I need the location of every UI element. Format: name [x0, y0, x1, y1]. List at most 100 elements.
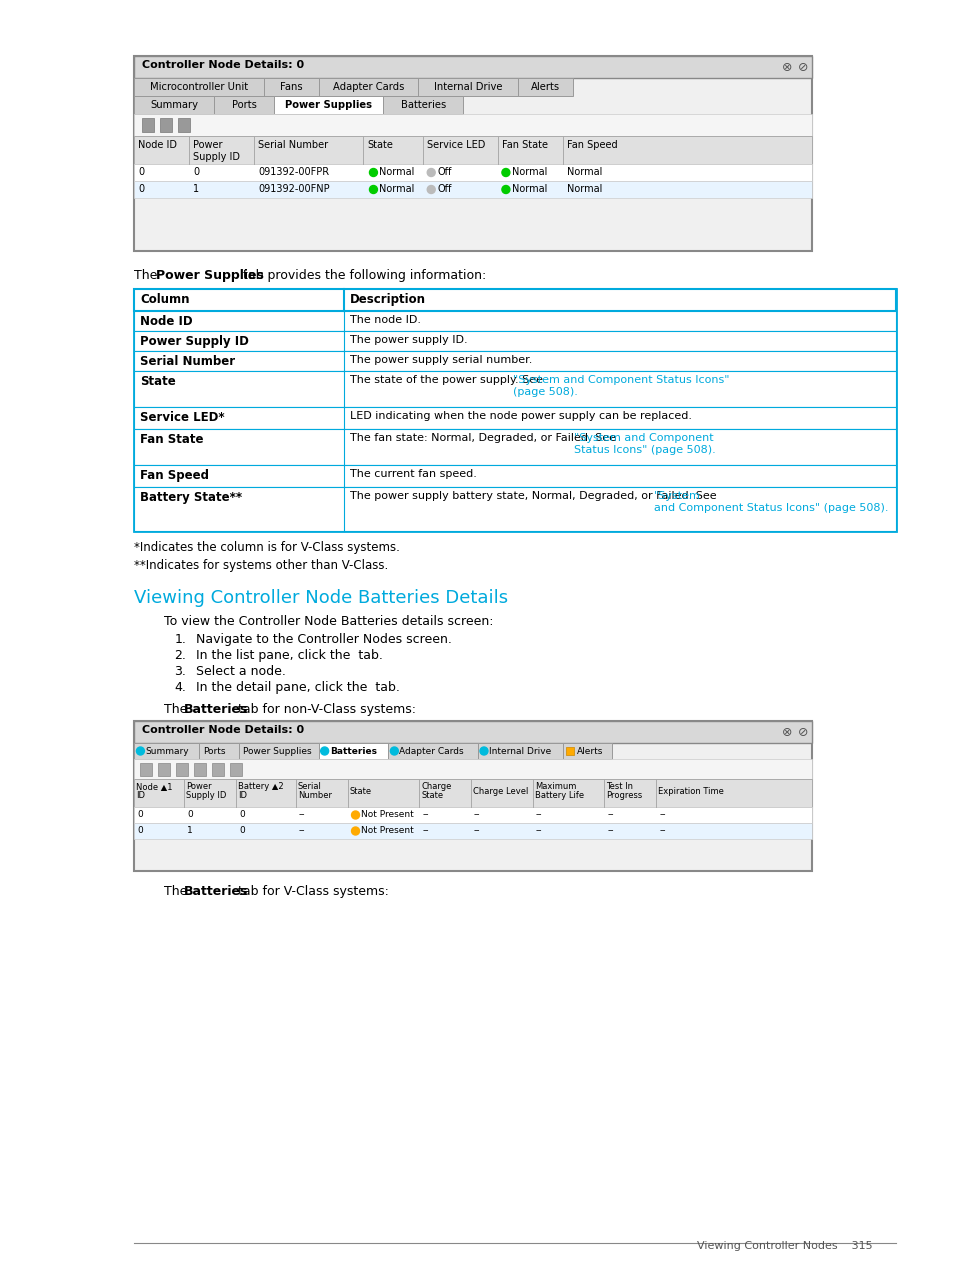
- Text: State: State: [349, 787, 372, 796]
- Text: The power supply serial number.: The power supply serial number.: [349, 355, 532, 365]
- Bar: [562, 744, 612, 759]
- Text: 1: 1: [187, 826, 193, 835]
- Bar: [134, 807, 811, 824]
- Text: Number: Number: [297, 791, 332, 799]
- Text: Fan Speed: Fan Speed: [566, 140, 617, 150]
- Text: The: The: [164, 703, 192, 716]
- Text: Select a node.: Select a node.: [196, 665, 286, 677]
- Bar: [134, 371, 896, 407]
- Text: Batteries: Batteries: [330, 747, 376, 756]
- Text: tab for V-Class systems:: tab for V-Class systems:: [233, 885, 389, 899]
- Text: Summary: Summary: [151, 100, 198, 111]
- Bar: [134, 465, 896, 487]
- Text: --: --: [474, 810, 480, 819]
- Bar: [134, 759, 811, 779]
- Text: Column: Column: [140, 294, 190, 306]
- Bar: [140, 763, 152, 777]
- Bar: [383, 97, 462, 114]
- Text: The: The: [164, 885, 192, 899]
- Text: ⊘: ⊘: [797, 726, 807, 738]
- Bar: [199, 744, 239, 759]
- Circle shape: [427, 169, 435, 177]
- Text: In the detail pane, click the  tab.: In the detail pane, click the tab.: [196, 681, 399, 694]
- Text: Viewing Controller Node Batteries Details: Viewing Controller Node Batteries Detail…: [134, 588, 508, 608]
- Text: LED indicating when the node power supply can be replaced.: LED indicating when the node power suppl…: [349, 411, 691, 421]
- Text: Fans: Fans: [279, 83, 302, 92]
- Circle shape: [136, 747, 144, 755]
- Circle shape: [351, 811, 359, 819]
- Text: 0: 0: [239, 826, 245, 835]
- Circle shape: [351, 827, 359, 835]
- Text: Serial Number: Serial Number: [140, 355, 235, 369]
- Text: --: --: [422, 810, 428, 819]
- Bar: [134, 487, 896, 531]
- Text: Batteries: Batteries: [184, 885, 249, 899]
- Text: --: --: [298, 826, 305, 835]
- Circle shape: [427, 186, 435, 193]
- Bar: [134, 721, 811, 744]
- Text: 0: 0: [193, 167, 199, 177]
- Text: 1.: 1.: [174, 633, 186, 646]
- Text: ⊗: ⊗: [781, 61, 791, 74]
- Text: --: --: [607, 826, 614, 835]
- Text: Off: Off: [436, 184, 451, 194]
- Circle shape: [369, 186, 377, 193]
- Text: The: The: [134, 269, 162, 282]
- Text: Serial Number: Serial Number: [257, 140, 328, 150]
- Text: Normal: Normal: [379, 167, 415, 177]
- Text: Node ▲1: Node ▲1: [136, 782, 172, 791]
- Text: Ports: Ports: [232, 100, 256, 111]
- Text: Power: Power: [186, 782, 212, 791]
- Bar: [134, 114, 811, 136]
- Circle shape: [390, 747, 398, 755]
- Text: The state of the power supply. See: The state of the power supply. See: [349, 375, 545, 385]
- Text: Node ID: Node ID: [140, 315, 193, 328]
- Text: 0: 0: [138, 167, 145, 177]
- Text: 0: 0: [137, 826, 143, 835]
- Text: --: --: [422, 826, 428, 835]
- Text: Alerts: Alerts: [576, 747, 602, 756]
- Bar: [134, 407, 896, 430]
- Bar: [134, 351, 896, 371]
- Text: --: --: [607, 810, 614, 819]
- Bar: [517, 78, 572, 97]
- Text: Ports: Ports: [203, 747, 226, 756]
- Text: *Indicates the column is for V-Class systems.: *Indicates the column is for V-Class sys…: [134, 541, 400, 554]
- Text: Alerts: Alerts: [530, 83, 559, 92]
- Text: To view the Controller Node Batteries details screen:: To view the Controller Node Batteries de…: [164, 615, 494, 628]
- Bar: [264, 78, 318, 97]
- Bar: [134, 289, 896, 531]
- Text: Batteries: Batteries: [400, 100, 445, 111]
- Text: Node ID: Node ID: [138, 140, 177, 150]
- Text: Power Supplies: Power Supplies: [243, 747, 312, 756]
- Text: 0: 0: [187, 810, 193, 819]
- Text: Power Supplies: Power Supplies: [285, 100, 372, 111]
- Text: Navigate to the Controller Nodes screen.: Navigate to the Controller Nodes screen.: [196, 633, 452, 646]
- Text: ID: ID: [136, 791, 145, 799]
- Text: Controller Node Details: 0: Controller Node Details: 0: [142, 60, 304, 70]
- Bar: [134, 136, 811, 164]
- Circle shape: [501, 169, 509, 177]
- Text: **Indicates for systems other than V-Class.: **Indicates for systems other than V-Cla…: [134, 559, 388, 572]
- Text: Normal: Normal: [566, 167, 601, 177]
- Bar: [134, 779, 811, 807]
- Text: Viewing Controller Nodes    315: Viewing Controller Nodes 315: [697, 1240, 872, 1251]
- Text: Microcontroller Unit: Microcontroller Unit: [150, 83, 248, 92]
- Bar: [213, 97, 274, 114]
- Text: Fan State: Fan State: [501, 140, 547, 150]
- Text: tab provides the following information:: tab provides the following information:: [239, 269, 486, 282]
- Bar: [274, 97, 383, 114]
- Bar: [239, 744, 318, 759]
- Text: 2.: 2.: [174, 649, 186, 662]
- Text: --: --: [474, 826, 480, 835]
- Text: Supply ID: Supply ID: [186, 791, 227, 799]
- Bar: [134, 56, 811, 250]
- Bar: [417, 78, 517, 97]
- Text: 1: 1: [193, 184, 199, 194]
- Bar: [134, 824, 811, 839]
- Text: 4.: 4.: [174, 681, 186, 694]
- Text: State: State: [421, 791, 443, 799]
- Text: Internal Drive: Internal Drive: [489, 747, 551, 756]
- Bar: [142, 118, 154, 132]
- Text: "System and Component Status Icons"
(page 508).: "System and Component Status Icons" (pag…: [513, 375, 729, 397]
